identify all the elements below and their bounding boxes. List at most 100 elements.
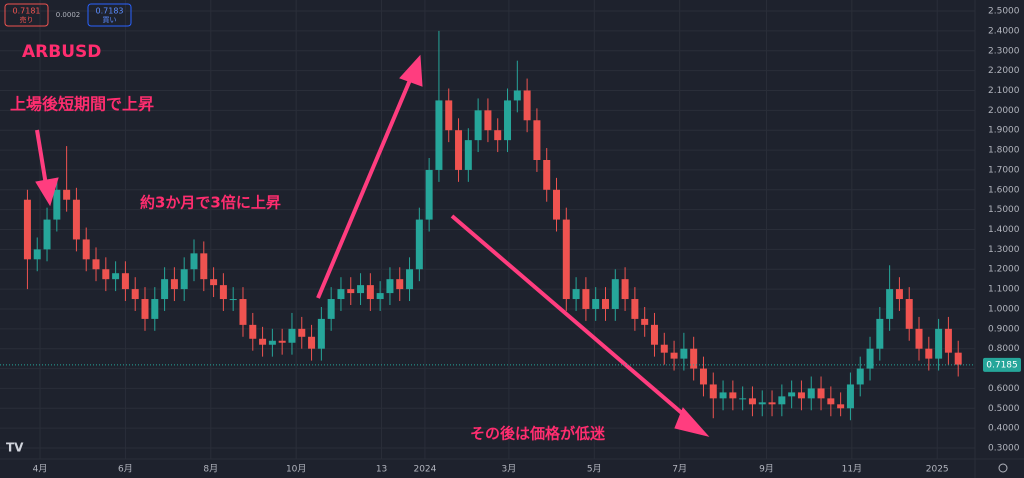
candle-body	[611, 279, 619, 309]
y-tick-label: 0.8000	[988, 344, 1020, 354]
candle-body	[758, 402, 766, 405]
buy-price: 0.7183	[96, 7, 124, 16]
candle-body	[72, 199, 80, 240]
candle-body	[170, 279, 178, 290]
chart-title: ARBUSD	[22, 42, 101, 62]
candle-body	[484, 110, 492, 131]
candle-body	[63, 189, 71, 200]
candle-body	[308, 336, 316, 349]
sell-label: 売り	[20, 15, 34, 24]
candle-body	[337, 289, 345, 300]
candle-body	[866, 348, 874, 369]
candle-body	[935, 328, 943, 359]
candle-body	[229, 299, 237, 301]
candle-body	[739, 398, 747, 400]
candle-body	[709, 384, 717, 399]
candle-body	[650, 324, 658, 345]
candle-body	[415, 219, 423, 270]
y-tick-label: 1.8000	[988, 146, 1020, 156]
x-tick-label: 11月	[842, 464, 862, 475]
candle-body	[876, 318, 884, 349]
candle-body	[513, 90, 521, 101]
y-tick-label: 0.4000	[988, 424, 1020, 434]
candle-body	[180, 269, 188, 290]
candle-body	[827, 398, 835, 405]
candles	[23, 30, 962, 421]
x-tick-label: 9月	[759, 464, 774, 475]
arrow-head	[674, 407, 710, 437]
candle-body	[592, 299, 600, 309]
candle-body	[347, 289, 355, 294]
y-tick-label: 1.6000	[988, 185, 1020, 195]
candle-body	[680, 348, 688, 359]
candle-body	[856, 368, 864, 385]
y-tick-label: 1.7000	[988, 165, 1020, 175]
candle-body	[366, 285, 374, 300]
candle-body	[748, 398, 756, 405]
logo[interactable]: TV	[6, 441, 24, 455]
arrow	[316, 79, 412, 299]
candle-body	[200, 253, 208, 280]
y-tick-label: 0.5000	[988, 404, 1020, 414]
candle-body	[455, 130, 463, 170]
arrow-head	[399, 54, 423, 87]
candle-body	[660, 344, 668, 353]
sell-price: 0.7181	[13, 7, 41, 16]
last-price-box	[983, 357, 1021, 372]
candle-body	[121, 273, 129, 290]
x-tick-label: 8月	[203, 464, 218, 475]
candle-body	[464, 140, 472, 170]
candle-body	[944, 328, 952, 353]
candle-body	[376, 293, 384, 300]
arrow	[35, 129, 48, 186]
y-tick-label: 2.3000	[988, 46, 1020, 56]
candle-body	[562, 219, 570, 300]
y-tick-label: 1.3000	[988, 245, 1020, 255]
candle-body	[690, 348, 698, 369]
candle-body	[190, 253, 198, 270]
candle-body	[317, 318, 325, 349]
candle-body	[778, 396, 786, 405]
y-tick-label: 1.2000	[988, 265, 1020, 275]
candle-body	[288, 328, 296, 343]
candle-body	[298, 328, 306, 337]
x-tick-label: 10月	[286, 464, 306, 475]
candle-body	[729, 392, 737, 399]
candle-body	[504, 100, 512, 141]
candle-body	[396, 279, 404, 290]
sell-box[interactable]	[4, 3, 49, 27]
x-tick-label: 4月	[33, 464, 48, 475]
arrow	[450, 214, 692, 422]
buy-box[interactable]	[87, 3, 132, 27]
candle-body	[886, 289, 894, 319]
y-tick-label: 2.4000	[988, 26, 1020, 36]
candle-body	[572, 289, 580, 300]
candle-body	[406, 269, 414, 290]
candle-body	[631, 299, 639, 319]
settings-icon[interactable]	[998, 463, 1008, 473]
candle-body	[82, 239, 90, 260]
candle-body	[543, 159, 551, 190]
candle-body	[788, 392, 796, 397]
candle-body	[474, 110, 482, 141]
candle-body	[131, 289, 139, 300]
candle-body	[239, 299, 247, 325]
candle-body	[259, 338, 267, 345]
candle-body	[582, 289, 590, 309]
arrow-head	[35, 177, 59, 207]
candle-body	[797, 392, 805, 399]
candle-body	[386, 279, 394, 294]
candle-body	[33, 249, 41, 260]
candle-body	[925, 348, 933, 359]
annotation: 上場後短期間で上昇	[10, 95, 154, 114]
candle-body	[268, 340, 276, 345]
y-tick-label: 0.6000	[988, 384, 1020, 394]
candle-body	[523, 90, 531, 121]
candle-body	[102, 269, 110, 280]
candle-body	[768, 402, 776, 405]
x-tick-label: 5月	[587, 464, 602, 475]
annotation: その後は価格が低迷	[470, 425, 606, 443]
candle-body	[905, 299, 913, 329]
candle-body	[719, 392, 727, 399]
